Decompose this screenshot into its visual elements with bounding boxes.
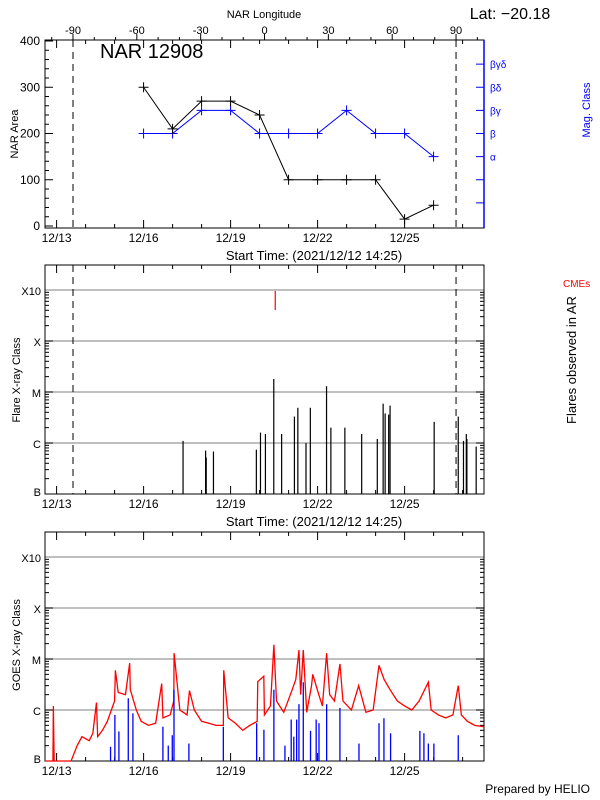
plot-frame <box>44 531 485 762</box>
latitude-label: Lat: −20.18 <box>470 6 551 23</box>
x-tick-label: 12/13 <box>42 231 72 245</box>
y2-tick-label: βγ <box>490 106 501 117</box>
y-tick-label: 100 <box>20 173 40 187</box>
cme-label: CMEs <box>563 279 590 290</box>
top-x-tick-label: 60 <box>386 25 398 37</box>
x-tick-label: 12/16 <box>129 231 159 245</box>
y2-axis-title: Flares observed in AR <box>564 296 579 424</box>
area-point <box>283 174 294 185</box>
x-tick-label: 12/19 <box>216 764 246 778</box>
x-tick-label: 12/22 <box>303 231 333 245</box>
y-tick-label: 400 <box>20 34 40 48</box>
y2-tick-label: βγδ <box>490 60 507 71</box>
y-tick-label: M <box>32 655 41 667</box>
x-tick-label: 12/22 <box>303 764 333 778</box>
y-tick-label: 300 <box>20 80 40 94</box>
x-tick-label: 12/25 <box>390 497 420 511</box>
mag-class-point <box>341 105 352 116</box>
x-tick-label: 12/13 <box>42 764 72 778</box>
mag-class-point <box>196 105 207 116</box>
top-x-tick-label: 0 <box>261 25 267 37</box>
x-tick-label: 12/13 <box>42 497 72 511</box>
mag-class-point <box>399 128 410 139</box>
x-tick-label: 12/19 <box>216 231 246 245</box>
plot-frame <box>44 264 485 495</box>
area-point <box>196 96 207 107</box>
x-tick-label: 12/25 <box>390 231 420 245</box>
x-tick-label: 12/16 <box>129 497 159 511</box>
area-point <box>341 174 352 185</box>
y-tick-label: X10 <box>21 286 41 298</box>
mag-class-point <box>283 128 294 139</box>
mag-class-point <box>225 105 236 116</box>
y-tick-label: X <box>34 604 42 616</box>
area-point <box>370 174 381 185</box>
area-point <box>254 110 265 120</box>
y-tick-label: B <box>34 487 41 499</box>
mag-class-point <box>370 128 381 139</box>
mag-class-point <box>254 128 265 139</box>
area-point <box>167 123 178 134</box>
area-line <box>143 86 434 220</box>
area-point <box>225 96 236 107</box>
y-tick-label: C <box>33 706 41 718</box>
top-x-axis-title: NAR Longitude <box>227 9 302 21</box>
mag-class-point <box>138 128 149 139</box>
x-tick-label: 12/19 <box>216 497 246 511</box>
y2-tick-label: βδ <box>490 83 502 94</box>
area-point <box>138 82 149 93</box>
x-axis-title: Start Time: (2021/12/12 14:25) <box>226 248 402 263</box>
area-point <box>312 174 323 185</box>
y-axis-title: GOES X-ray Class <box>11 599 23 691</box>
top-x-tick-label: -90 <box>65 25 81 37</box>
top-x-tick-label: 30 <box>322 25 334 37</box>
y-tick-label: M <box>32 388 41 400</box>
region-label: NAR 12908 <box>100 41 203 63</box>
mag-class-point <box>428 151 439 162</box>
area-point <box>428 200 439 211</box>
y-tick-label: B <box>34 754 41 766</box>
y-axis-title: Flare X-ray Class <box>11 337 23 422</box>
top-x-tick-label: -60 <box>129 25 145 37</box>
x-tick-label: 12/22 <box>303 497 333 511</box>
credit-label: Prepared by HELIO <box>485 782 590 796</box>
y-tick-label: 0 <box>33 219 40 233</box>
y2-tick-label: α <box>490 153 496 164</box>
y-tick-label: X <box>34 337 42 349</box>
top-x-tick-label: 90 <box>450 25 462 37</box>
y-axis-title: NAR Area <box>9 109 21 159</box>
goes-long-channel-line <box>45 644 485 762</box>
y-tick-label: C <box>33 439 41 451</box>
y2-axis-title: Mag. Class <box>581 82 593 138</box>
y-tick-label: X10 <box>21 553 41 565</box>
y-tick-label: 200 <box>20 127 40 141</box>
x-tick-label: 12/16 <box>129 764 159 778</box>
area-point <box>399 214 410 225</box>
y2-tick-label: β <box>490 130 496 141</box>
top-x-tick-label: -30 <box>193 25 209 37</box>
x-tick-label: 12/25 <box>390 764 420 778</box>
x-axis-title: Start Time: (2021/12/12 14:25) <box>226 514 402 529</box>
mag-class-point <box>312 128 323 139</box>
